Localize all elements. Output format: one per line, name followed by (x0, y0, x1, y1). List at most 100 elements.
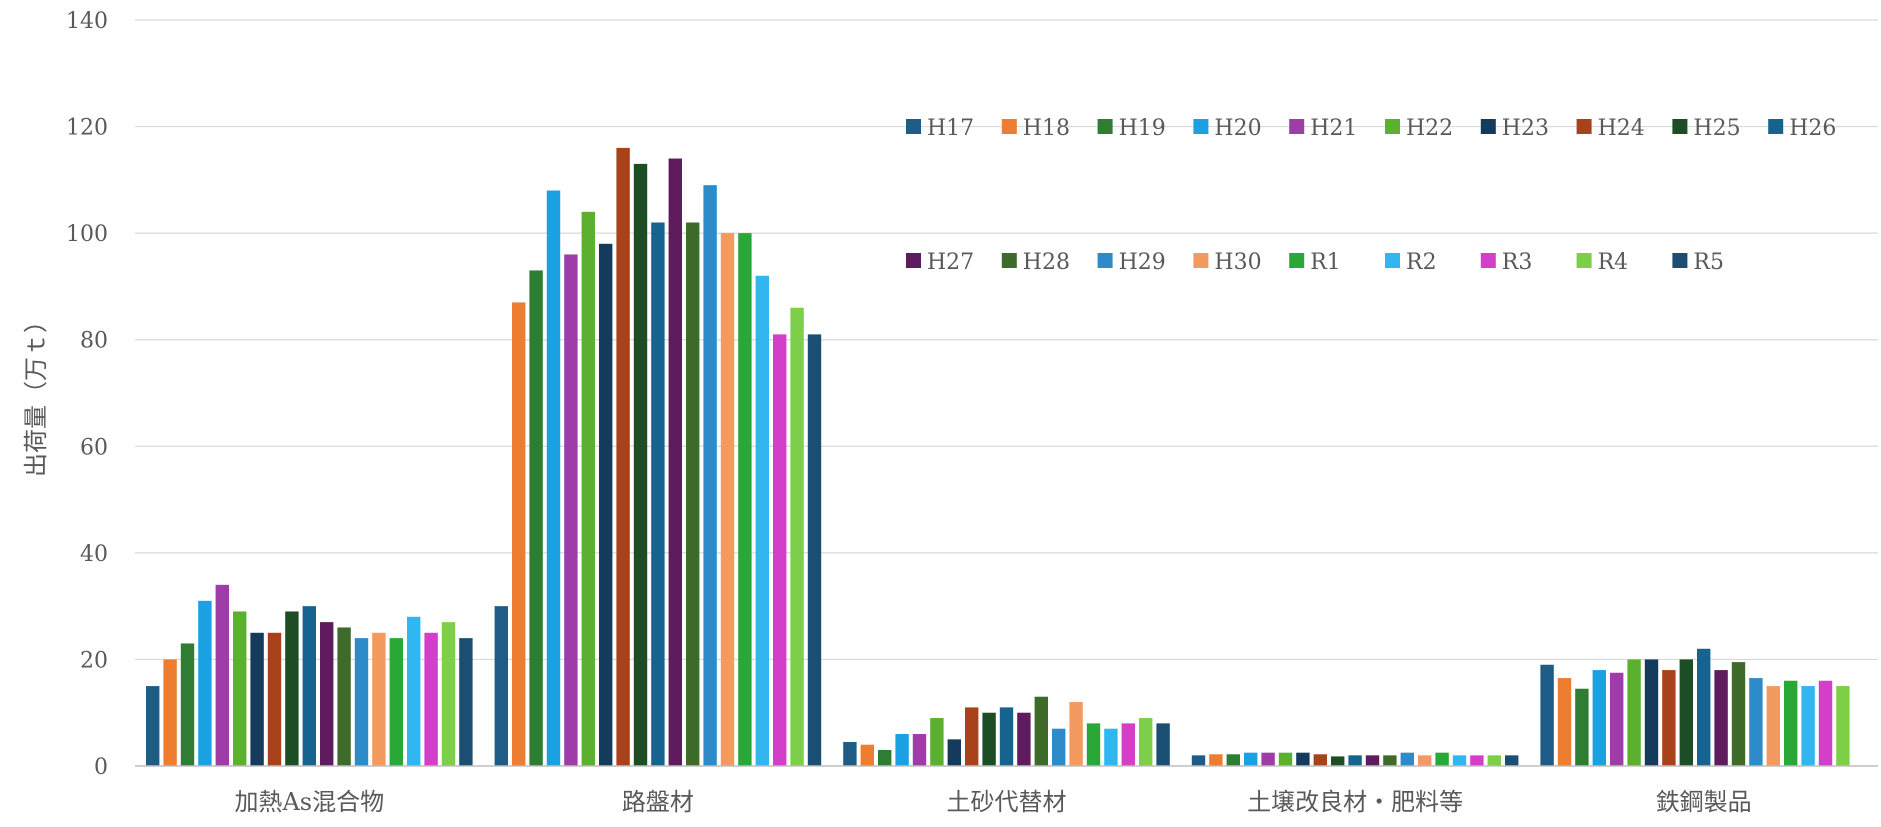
bar-H30-4 (1766, 686, 1780, 766)
legend-label-H26: H26 (1789, 116, 1836, 141)
bar-H25-3 (1331, 756, 1345, 766)
legend-label-H23: H23 (1502, 116, 1549, 141)
bar-H25-0 (285, 611, 299, 766)
bar-R3-2 (1121, 723, 1135, 766)
y-tick-label: 20 (80, 648, 108, 673)
bar-H25-2 (982, 712, 996, 766)
bar-R1-2 (1086, 723, 1101, 766)
legend-swatch-H24 (1576, 119, 1592, 134)
bar-H20-0 (198, 600, 212, 766)
bar-H18-0 (163, 659, 177, 766)
legend-label-R3: R3 (1502, 250, 1533, 275)
bar-R2-0 (407, 616, 421, 766)
legend-label-H17: H17 (927, 116, 974, 141)
bars (146, 147, 1850, 767)
bar-R4-1 (790, 307, 804, 766)
bar-H26-3 (1348, 755, 1362, 766)
bar-H22-2 (930, 718, 944, 766)
bar-R1-3 (1435, 752, 1449, 766)
legend-swatch-H23 (1480, 119, 1496, 134)
bar-H26-4 (1697, 648, 1711, 766)
bar-H19-0 (180, 643, 195, 766)
bar-H22-1 (581, 211, 595, 767)
legend-swatch-H30 (1193, 253, 1209, 268)
bar-H30-0 (372, 632, 386, 766)
y-tick-label: 40 (80, 542, 108, 567)
bar-H28-4 (1731, 662, 1746, 766)
legend-swatch-H18 (1001, 119, 1017, 134)
bar-H17-1 (494, 606, 508, 766)
legend-swatch-H27 (906, 253, 921, 268)
legend-label-R1: R1 (1310, 250, 1341, 275)
bar-H20-4 (1592, 670, 1606, 766)
category-label: 加熱As混合物 (234, 788, 384, 816)
bar-H24-0 (267, 632, 282, 766)
bar-H21-3 (1261, 752, 1275, 766)
bar-R5-2 (1156, 723, 1170, 766)
legend-label-H22: H22 (1406, 116, 1453, 141)
bar-H24-3 (1313, 754, 1327, 766)
bar-R2-1 (755, 275, 769, 766)
bar-H28-3 (1383, 755, 1397, 766)
bar-H26-0 (302, 606, 316, 766)
bar-H29-3 (1400, 752, 1414, 766)
legend-swatch-R4 (1576, 253, 1592, 268)
bar-H27-1 (668, 158, 682, 767)
bar-R4-2 (1139, 718, 1153, 766)
bar-H29-2 (1052, 728, 1066, 766)
legend-label-R2: R2 (1406, 250, 1437, 275)
bar-H23-4 (1644, 659, 1659, 766)
category-label: 土壌改良材・肥料等 (1247, 788, 1463, 816)
bar-H23-3 (1296, 752, 1310, 766)
y-tick-label: 0 (94, 755, 108, 780)
legend-label-H18: H18 (1023, 116, 1070, 141)
bar-H24-1 (616, 147, 630, 766)
bar-H21-4 (1610, 672, 1624, 766)
bar-H21-1 (564, 254, 578, 766)
bar-H30-2 (1069, 702, 1083, 766)
legend-swatch-H26 (1768, 119, 1784, 134)
bar-R2-2 (1104, 728, 1118, 766)
legend: H17 H18 H19 H20 H21 H22 H23 H24 H25 H26 H27 H28 H29 H… (906, 116, 1836, 275)
bar-R3-1 (773, 334, 787, 766)
legend-label-H25: H25 (1693, 116, 1740, 141)
bar-H28-1 (686, 222, 700, 766)
bar-H29-0 (354, 638, 369, 766)
bar-H29-1 (703, 185, 717, 766)
bar-H18-2 (860, 744, 874, 766)
bar-H25-1 (633, 163, 648, 766)
bar-R1-4 (1784, 680, 1798, 766)
legend-label-H27: H27 (927, 250, 974, 275)
bar-H22-3 (1278, 752, 1293, 766)
bar-R5-3 (1505, 755, 1519, 766)
bar-H17-2 (843, 742, 857, 766)
bar-H27-0 (320, 622, 334, 766)
category-labels: 加熱As混合物 路盤材 土砂代替材 土壌改良材・肥料等 鉄鋼製品 (234, 788, 1751, 816)
y-tick-label: 80 (80, 329, 108, 354)
bar-H18-3 (1209, 754, 1223, 766)
bar-H21-0 (215, 584, 229, 766)
bar-H17-0 (146, 686, 160, 766)
bar-H21-2 (912, 734, 927, 766)
legend-label-R5: R5 (1693, 250, 1724, 275)
bar-R2-3 (1452, 755, 1467, 766)
bar-H19-4 (1575, 688, 1589, 766)
bar-H26-2 (999, 707, 1014, 766)
category-label: 路盤材 (622, 788, 694, 816)
bar-H25-4 (1679, 659, 1693, 766)
bar-R2-4 (1801, 686, 1815, 766)
bar-H20-2 (895, 734, 909, 766)
y-tick-label: 140 (66, 9, 108, 34)
bar-H22-4 (1627, 659, 1641, 766)
legend-swatch-R1 (1289, 253, 1305, 268)
bar-R4-3 (1487, 755, 1501, 766)
bar-H18-1 (512, 302, 526, 766)
y-axis-ticks: 0 20 40 60 80 100 120 140 (66, 9, 108, 780)
bar-H17-3 (1191, 755, 1206, 766)
legend-label-H30: H30 (1214, 250, 1261, 275)
legend-swatch-H28 (1001, 253, 1017, 268)
bar-H30-1 (720, 233, 735, 767)
bar-R1-0 (389, 638, 403, 766)
